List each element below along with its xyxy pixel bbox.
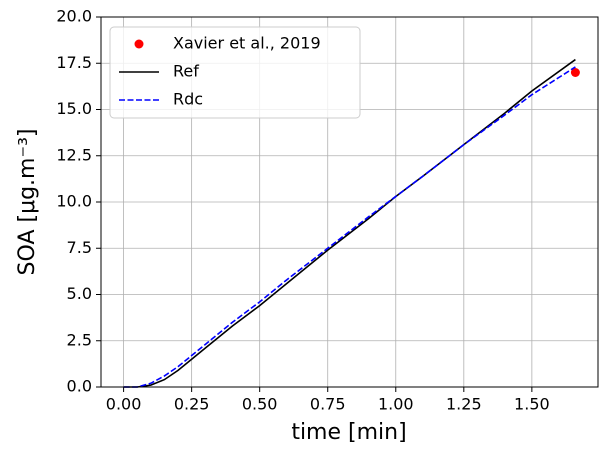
legend-label: Xavier et al., 2019 xyxy=(173,34,321,53)
data-line xyxy=(123,66,576,388)
x-tick-label: 0.25 xyxy=(174,395,210,414)
y-tick-label: 10.0 xyxy=(56,192,92,211)
y-tick-label: 12.5 xyxy=(56,145,92,164)
y-tick-label: 17.5 xyxy=(56,53,92,72)
x-tick-label: 0.00 xyxy=(106,395,142,414)
y-tick-label: 5.0 xyxy=(67,284,92,303)
data-point xyxy=(570,68,580,77)
plot-frame xyxy=(100,16,599,388)
legend-label: Ref xyxy=(173,62,199,81)
y-tick-label: 0.0 xyxy=(67,377,92,396)
legend-box xyxy=(109,26,361,119)
y-axis-label: SOA [μg.m⁻³] xyxy=(15,129,40,276)
x-tick-label: 0.75 xyxy=(310,395,346,414)
y-tick-label: 20.0 xyxy=(56,7,92,26)
legend-marker xyxy=(134,39,144,49)
x-tick-label: 1.25 xyxy=(446,395,482,414)
y-tick-label: 2.5 xyxy=(67,330,92,349)
x-tick-label: 1.00 xyxy=(378,395,414,414)
y-tick-label: 15.0 xyxy=(56,99,92,118)
x-axis-label: time [min] xyxy=(291,420,406,445)
legend-label: Rdc xyxy=(173,90,203,109)
x-tick-label: 1.50 xyxy=(514,395,550,414)
y-tick-label: 7.5 xyxy=(67,238,92,257)
x-tick-label: 0.50 xyxy=(242,395,278,414)
